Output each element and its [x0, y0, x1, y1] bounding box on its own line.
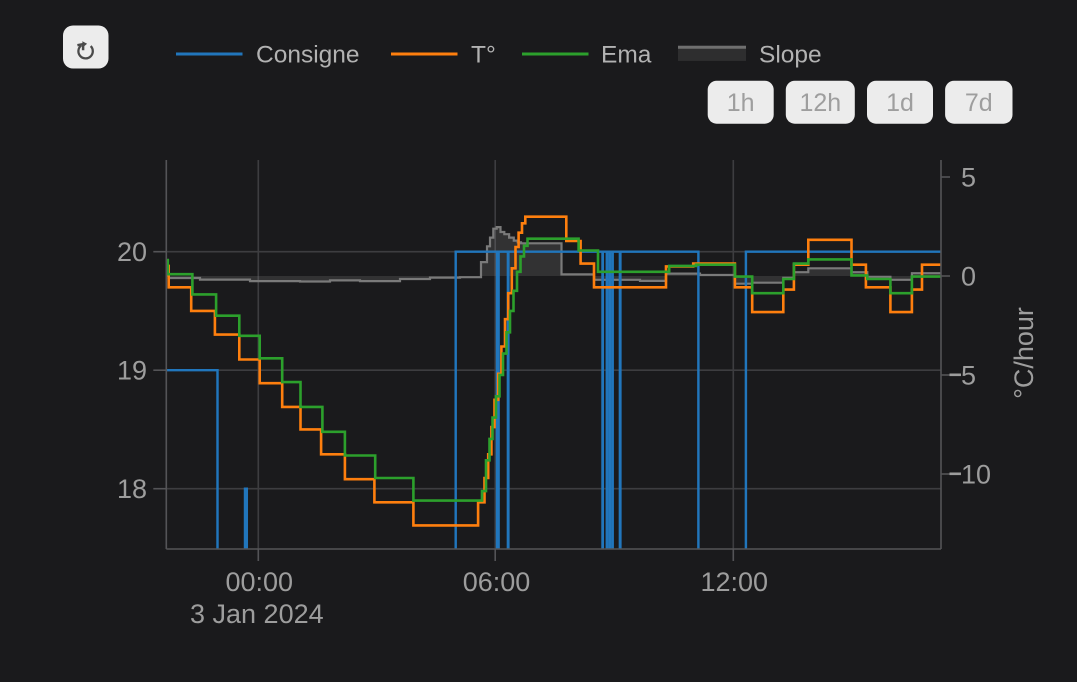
svg-text:3 Jan 2024: 3 Jan 2024	[190, 599, 324, 629]
svg-text:20: 20	[117, 237, 147, 267]
svg-text:12h: 12h	[799, 89, 841, 117]
svg-text:T°: T°	[471, 42, 496, 69]
svg-text:06:00: 06:00	[463, 567, 531, 597]
svg-text:7d: 7d	[965, 89, 993, 117]
svg-text:19: 19	[117, 356, 147, 386]
svg-text:0: 0	[961, 262, 976, 292]
svg-text:12:00: 12:00	[701, 567, 769, 597]
svg-text:5: 5	[961, 163, 976, 193]
svg-text:Consigne: Consigne	[256, 42, 360, 69]
svg-text:1h: 1h	[727, 89, 755, 117]
svg-text:°C/hour: °C/hour	[1009, 307, 1039, 399]
svg-text:18: 18	[117, 474, 147, 504]
svg-text:Ema: Ema	[601, 42, 652, 69]
svg-text:1d: 1d	[886, 89, 914, 117]
svg-text:10: 10	[961, 460, 991, 490]
svg-text:Slope: Slope	[759, 42, 822, 69]
svg-text:00:00: 00:00	[226, 567, 294, 597]
svg-text:5: 5	[961, 361, 976, 391]
